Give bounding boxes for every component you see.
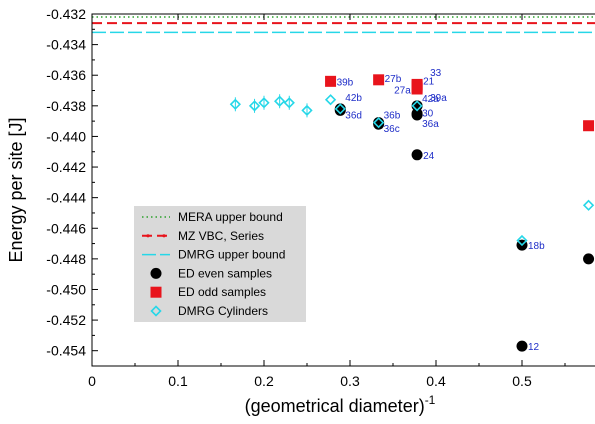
- legend-swatch-dot: [146, 234, 150, 238]
- circle-point: [583, 253, 595, 265]
- square-point: [325, 75, 337, 87]
- x-tick-label: 0.4: [426, 373, 446, 389]
- y-tick-label: -0.440: [46, 128, 86, 144]
- x-tick-label: 0.1: [168, 373, 188, 389]
- axis-tick-labels: 00.10.20.30.40.50.6-0.454-0.452-0.450-0.…: [46, 6, 532, 389]
- diamond-point: [324, 94, 337, 106]
- diamond-point: [334, 103, 346, 115]
- point-label: 36d: [345, 110, 362, 121]
- y-tick-label: -0.446: [46, 220, 86, 236]
- point-label: 39a: [430, 93, 447, 104]
- point-label: 12: [528, 342, 540, 353]
- point-label: 18b: [528, 241, 545, 252]
- x-axis-title: (geometrical diameter)-1: [245, 393, 436, 416]
- square-point: [583, 120, 595, 132]
- square-point: [373, 74, 385, 86]
- x-axis-title-superscript: -1: [425, 393, 436, 407]
- legend-label: MERA upper bound: [178, 210, 283, 224]
- point-label: 36a: [422, 119, 439, 130]
- y-tick-label: -0.452: [46, 312, 86, 328]
- point-label: 36b: [384, 111, 401, 122]
- circle-point: [411, 149, 423, 161]
- point-label: 27a: [394, 85, 411, 96]
- point-label: 24: [423, 151, 435, 162]
- point-label: 27b: [385, 74, 402, 85]
- diamond-point: [582, 199, 595, 211]
- x-tick-label: 0: [88, 373, 96, 389]
- point-labels: 42b36d36b36c42a3036a2418b18a1239b27b2133…: [337, 68, 595, 353]
- x-axis-title-text: (geometrical diameter): [245, 396, 425, 416]
- x-tick-label: 0.3: [340, 373, 360, 389]
- y-tick-label: -0.438: [46, 98, 86, 114]
- diamond-point: [283, 97, 295, 109]
- diamond-point: [411, 100, 423, 112]
- y-tick-label: -0.454: [46, 343, 86, 359]
- diamond-point: [301, 104, 313, 117]
- legend-label: MZ VBC, Series: [178, 229, 264, 243]
- square-point: [411, 83, 423, 95]
- point-label: 30: [422, 108, 434, 119]
- legend-label: ED even samples: [178, 266, 272, 280]
- x-tick-label: 0.2: [254, 373, 274, 389]
- diamond-point: [373, 117, 385, 129]
- legend-swatch: [150, 267, 162, 279]
- point-label: 42b: [345, 93, 362, 104]
- plot-frame: [91, 13, 595, 367]
- point-label: 42a: [422, 94, 439, 105]
- diamond-point: [274, 95, 286, 107]
- y-tick-label: -0.442: [46, 159, 86, 175]
- legend-swatch: [150, 286, 162, 298]
- legend-label: DMRG upper bound: [178, 248, 285, 262]
- y-axis-title: Energy per site [J]: [6, 117, 26, 262]
- diamond-point: [248, 100, 261, 112]
- y-tick-label: -0.436: [46, 67, 86, 83]
- legend-label: ED odd samples: [178, 285, 266, 299]
- data-points: [229, 74, 595, 352]
- y-tick-label: -0.444: [46, 190, 86, 206]
- axis-ticks: [91, 13, 566, 367]
- diamond-point: [258, 97, 270, 109]
- legend-box: [134, 206, 306, 322]
- point-label: 39b: [337, 77, 354, 88]
- point-label: 21: [423, 76, 435, 87]
- circle-point: [411, 109, 423, 121]
- point-label: 33: [430, 68, 442, 79]
- legend-label: DMRG Cylinders: [178, 304, 268, 318]
- legend-swatch-dot: [162, 234, 166, 238]
- y-tick-label: -0.448: [46, 251, 86, 267]
- error-bars: [234, 94, 308, 118]
- circle-point: [516, 340, 528, 352]
- point-label: 36c: [384, 124, 400, 135]
- y-tick-label: -0.432: [46, 6, 86, 22]
- diamond-point: [516, 234, 528, 247]
- legend: MERA upper bound MZ VBC, Series DMRG upper…: [134, 206, 306, 322]
- y-tick-label: -0.450: [46, 281, 86, 297]
- legend-swatch: [150, 305, 162, 317]
- y-tick-label: -0.434: [46, 37, 86, 53]
- x-tick-label: 0.5: [512, 373, 532, 389]
- reference-lines: [92, 16, 595, 34]
- diamond-point: [229, 98, 241, 110]
